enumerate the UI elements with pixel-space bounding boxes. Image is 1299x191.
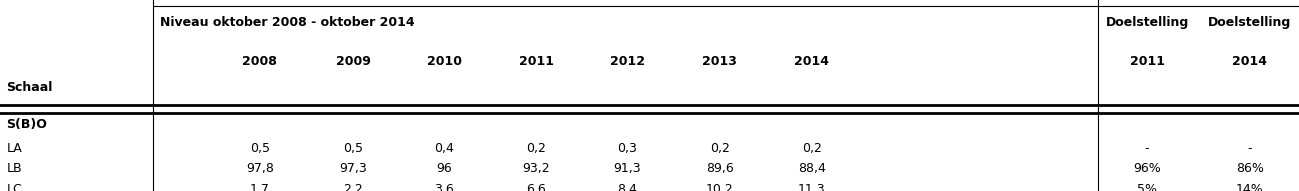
Text: 96: 96 xyxy=(436,162,452,175)
Text: -: - xyxy=(1144,142,1150,155)
Text: 89,6: 89,6 xyxy=(705,162,734,175)
Text: 0,5: 0,5 xyxy=(343,142,364,155)
Text: 14%: 14% xyxy=(1235,183,1264,191)
Text: LC: LC xyxy=(6,183,22,191)
Text: 93,2: 93,2 xyxy=(522,162,551,175)
Text: 3,6: 3,6 xyxy=(434,183,455,191)
Text: 2009: 2009 xyxy=(336,55,370,68)
Text: Doelstelling: Doelstelling xyxy=(1208,16,1291,29)
Text: Doelstelling: Doelstelling xyxy=(1105,16,1189,29)
Text: -: - xyxy=(1247,142,1252,155)
Text: LB: LB xyxy=(6,162,22,175)
Text: 2014: 2014 xyxy=(1233,55,1267,68)
Text: 2010: 2010 xyxy=(427,55,461,68)
Text: 2011: 2011 xyxy=(1130,55,1164,68)
Text: 2013: 2013 xyxy=(703,55,737,68)
Text: 0,2: 0,2 xyxy=(526,142,547,155)
Text: 5%: 5% xyxy=(1137,183,1157,191)
Text: 11,3: 11,3 xyxy=(798,183,826,191)
Text: 97,8: 97,8 xyxy=(246,162,274,175)
Text: 2012: 2012 xyxy=(611,55,644,68)
Text: 97,3: 97,3 xyxy=(339,162,368,175)
Text: Niveau oktober 2008 - oktober 2014: Niveau oktober 2008 - oktober 2014 xyxy=(160,16,414,29)
Text: 86%: 86% xyxy=(1235,162,1264,175)
Text: 0,2: 0,2 xyxy=(709,142,730,155)
Text: 88,4: 88,4 xyxy=(798,162,826,175)
Text: 10,2: 10,2 xyxy=(705,183,734,191)
Text: 8,4: 8,4 xyxy=(617,183,638,191)
Text: 2,2: 2,2 xyxy=(343,183,364,191)
Text: 0,2: 0,2 xyxy=(801,142,822,155)
Text: 96%: 96% xyxy=(1133,162,1161,175)
Text: 1,7: 1,7 xyxy=(249,183,270,191)
Text: 2014: 2014 xyxy=(795,55,829,68)
Text: Schaal: Schaal xyxy=(6,81,53,94)
Text: 0,5: 0,5 xyxy=(249,142,270,155)
Text: 2008: 2008 xyxy=(243,55,277,68)
Text: 6,6: 6,6 xyxy=(526,183,547,191)
Text: S(B)O: S(B)O xyxy=(6,118,47,131)
Text: 2011: 2011 xyxy=(520,55,553,68)
Text: 91,3: 91,3 xyxy=(613,162,642,175)
Text: 0,3: 0,3 xyxy=(617,142,638,155)
Text: 0,4: 0,4 xyxy=(434,142,455,155)
Text: LA: LA xyxy=(6,142,22,155)
